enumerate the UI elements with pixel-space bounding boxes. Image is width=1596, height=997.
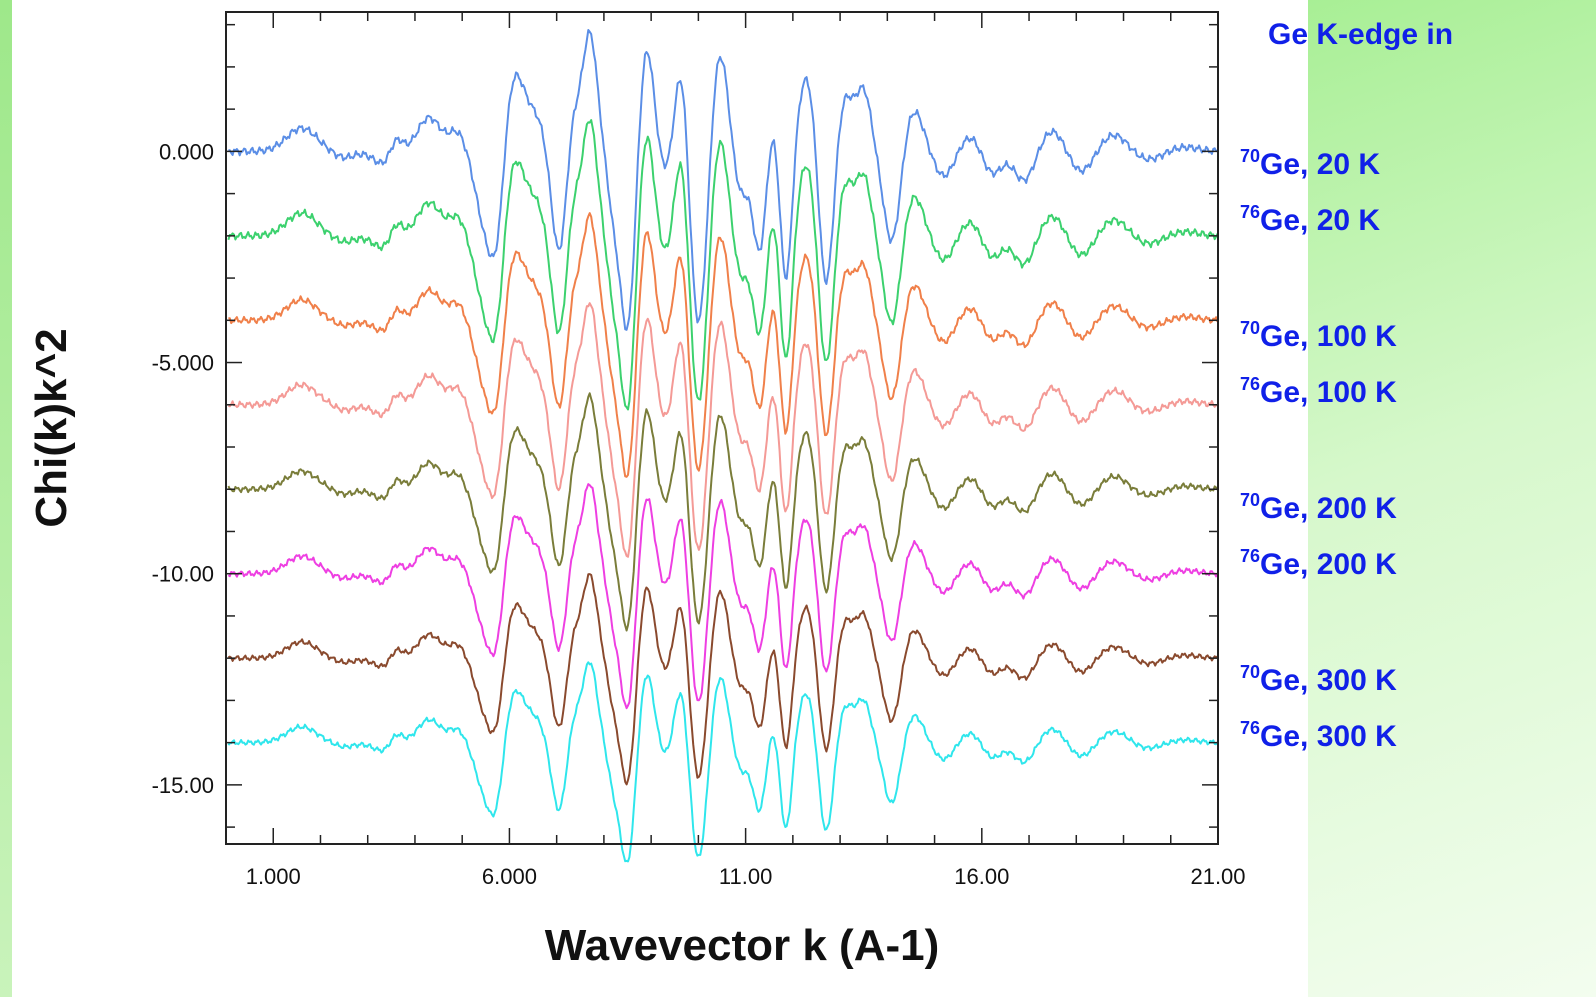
isotope-mass: 70 [1240,490,1261,510]
y-tick-label: -5.000 [152,351,214,376]
plot-frame [225,11,1219,845]
series-line-2 [227,119,1219,411]
legend-title: Ge K-edge in [1268,18,1454,51]
x-tick-label: 6.000 [482,864,537,889]
legend-label: Ge, 300 K [1260,664,1397,697]
y-tick-label: -15.00 [152,773,214,798]
legend-entry: 76Ge, 100 K [1240,374,1397,410]
legend-entry: 76Ge, 20 K [1240,202,1380,238]
series-line-4 [228,302,1218,558]
series-line-3 [228,212,1219,478]
series-line-5 [227,392,1219,632]
isotope-mass: 76 [1240,202,1261,222]
y-tick-label: 0.000 [159,139,214,164]
series-line-7 [227,573,1218,786]
legend-entry: 70Ge, 20 K [1240,146,1380,182]
y-tick-label: -10.00 [152,562,214,587]
x-tick-label: 11.00 [719,864,772,889]
legend-label: Ge, 200 K [1260,548,1397,581]
legend-label: Ge, 20 K [1260,148,1381,181]
legend-entry: 70Ge, 200 K [1240,490,1397,526]
legend-entry: 76Ge, 300 K [1240,718,1397,754]
x-axis-title: Wavevector k (A-1) [545,921,940,970]
left-decor-strip [0,0,12,997]
legend-entry: 70Ge, 300 K [1240,662,1397,698]
series-line-1 [228,29,1218,331]
isotope-mass: 76 [1240,718,1261,738]
x-tick-label: 21.00 [1190,864,1245,889]
legend-entry: 70Ge, 100 K [1240,318,1397,354]
y-axis-title: Chi(k)k^2 [27,328,76,527]
isotope-mass: 70 [1240,318,1261,338]
legend-entry: 76Ge, 200 K [1240,546,1397,582]
legend-label: Ge, 100 K [1260,320,1397,353]
isotope-mass: 70 [1240,662,1261,682]
isotope-mass: 76 [1240,546,1261,566]
legend-background [1308,0,1596,997]
series-line-6 [227,483,1219,710]
legend-label: Ge, 200 K [1260,492,1397,525]
isotope-mass: 70 [1240,146,1261,166]
legend-label: Ge, 20 K [1260,204,1381,237]
isotope-mass: 76 [1240,374,1261,394]
legend-label: Ge, 300 K [1260,720,1397,753]
series-line-8 [227,661,1219,863]
x-tick-label: 16.00 [954,864,1009,889]
legend-label: Ge, 100 K [1260,376,1397,409]
x-tick-label: 1.000 [246,864,301,889]
